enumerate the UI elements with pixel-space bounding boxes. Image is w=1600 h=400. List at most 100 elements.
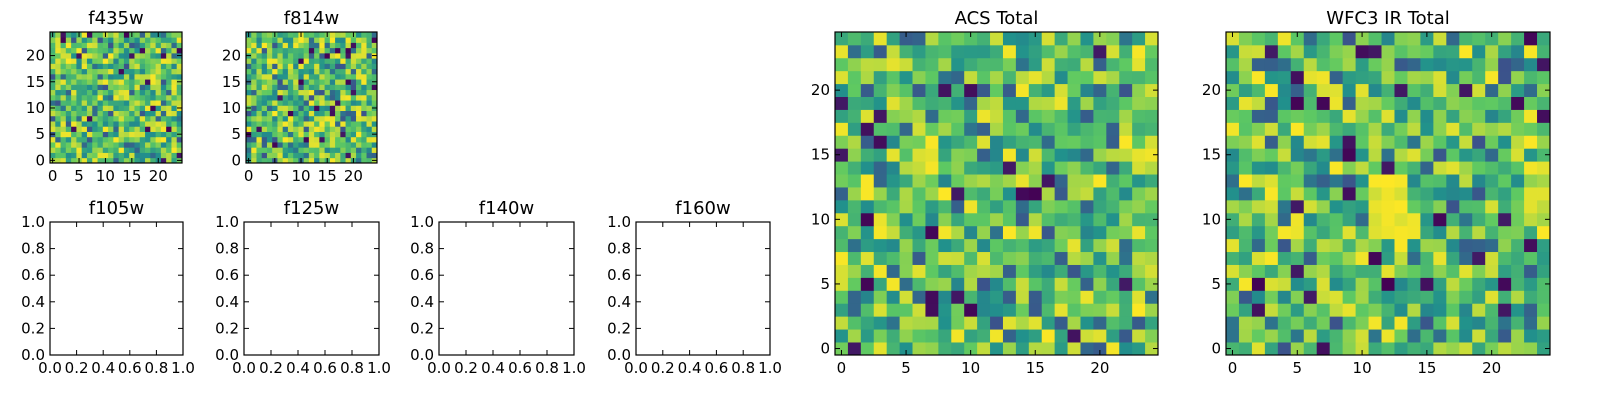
heatmap-cell — [118, 52, 125, 59]
x-tick-label: 5 — [1293, 359, 1303, 377]
heatmap-cell — [1446, 161, 1460, 175]
x-tick-label: 20 — [1482, 359, 1501, 377]
heatmap-cell — [860, 225, 875, 240]
heatmap-cell — [1277, 264, 1292, 278]
heatmap-cell — [350, 105, 357, 111]
heatmap-cell — [977, 109, 991, 123]
heatmap-cell — [990, 70, 1004, 85]
heatmap-cell — [899, 303, 913, 317]
heatmap-cell — [1132, 57, 1146, 72]
heatmap-cell — [324, 89, 331, 96]
heatmap-cell — [160, 105, 167, 111]
heatmap-cell — [155, 147, 162, 153]
heatmap-cell — [1368, 122, 1382, 136]
heatmap-cell — [1132, 199, 1146, 214]
heatmap-cell — [261, 42, 268, 49]
heatmap-cell — [108, 42, 114, 49]
heatmap-cell — [71, 110, 77, 117]
heatmap-cell — [1145, 44, 1159, 59]
heatmap-cell — [324, 73, 331, 80]
heatmap-cell — [366, 100, 373, 106]
heatmap-cell — [938, 187, 952, 201]
heatmap-cell — [990, 187, 1004, 201]
heatmap-cell — [92, 89, 98, 96]
heatmap-cell — [1342, 148, 1356, 162]
heatmap-cell — [1355, 342, 1369, 356]
heatmap-cell — [71, 32, 77, 38]
heatmap-cell — [150, 147, 156, 153]
heatmap-cell — [81, 52, 88, 59]
heatmap-cell — [324, 63, 331, 70]
heatmap-cell — [899, 212, 913, 227]
heatmap-cell — [345, 147, 352, 153]
heatmap-cell — [1342, 225, 1356, 240]
heatmap-cell — [287, 89, 294, 96]
heatmap-cell — [335, 32, 341, 38]
heatmap-cell — [977, 225, 991, 240]
heatmap-cell — [860, 251, 875, 265]
heatmap-cell — [282, 152, 289, 159]
heatmap-cell — [1119, 174, 1133, 188]
heatmap-cell — [1041, 96, 1056, 110]
heatmap-cell — [60, 157, 67, 164]
heatmap-cell — [1394, 264, 1408, 278]
x-tick-label: 0.8 — [535, 359, 559, 377]
heatmap-cell — [335, 157, 341, 164]
heatmap-cell — [71, 105, 77, 111]
heatmap-cell — [977, 174, 991, 188]
heatmap-cell — [150, 142, 156, 148]
heatmap-cell — [118, 152, 125, 159]
heatmap-cell — [293, 115, 299, 122]
heatmap-cell — [155, 100, 162, 106]
heatmap-cell — [990, 135, 1004, 149]
heatmap-cell — [314, 142, 320, 148]
heatmap-cell — [266, 110, 273, 117]
heatmap-cell — [282, 52, 289, 59]
heatmap-cell — [329, 52, 336, 59]
heatmap-cell — [912, 329, 926, 343]
heatmap-cell — [366, 79, 373, 85]
heatmap-cell — [65, 42, 72, 49]
heatmap-cell — [171, 47, 178, 54]
heatmap-cell — [345, 32, 352, 38]
heatmap-cell — [287, 47, 294, 54]
heatmap-cell — [1342, 212, 1356, 227]
heatmap-cell — [925, 96, 939, 110]
heatmap-cell — [1028, 122, 1043, 136]
heatmap-cell — [256, 105, 263, 111]
heatmap-cell — [886, 264, 900, 278]
heatmap-cell — [366, 63, 373, 70]
heatmap-cell — [118, 58, 125, 64]
heatmap-cell — [345, 136, 352, 143]
x-tick-label: 0.0 — [427, 359, 451, 377]
heatmap-cell — [277, 73, 284, 80]
heatmap-cell — [964, 199, 978, 214]
heatmap-cell — [1459, 122, 1473, 136]
heatmap-cell — [303, 131, 310, 138]
heatmap-cell — [1459, 212, 1473, 227]
heatmap-cell — [1316, 122, 1331, 136]
heatmap-cell — [108, 131, 114, 138]
heatmap-cell — [1226, 238, 1240, 253]
heatmap-cell — [108, 121, 114, 127]
heatmap-cell — [86, 58, 93, 64]
heatmap-cell — [977, 316, 991, 330]
heatmap-cell — [1132, 212, 1146, 227]
heatmap-cell — [55, 94, 61, 101]
heatmap-cell — [298, 52, 305, 59]
heatmap-cell — [251, 157, 257, 164]
heatmap-cell — [1054, 303, 1068, 317]
heatmap-cell — [277, 32, 284, 38]
heatmap-cell — [1407, 238, 1421, 253]
heatmap-cell — [1407, 303, 1421, 317]
heatmap-cell — [102, 37, 109, 43]
heatmap-cell — [166, 84, 172, 91]
heatmap-cell — [293, 68, 299, 75]
heatmap-cell — [329, 63, 336, 70]
heatmap-cell — [899, 277, 913, 291]
heatmap-cell — [251, 147, 257, 153]
heatmap-cell — [356, 47, 362, 54]
heatmap-cell — [835, 187, 849, 201]
heatmap-cell — [1303, 96, 1318, 110]
heatmap-cell — [113, 157, 120, 164]
